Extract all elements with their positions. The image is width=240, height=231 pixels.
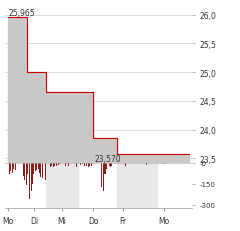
Bar [27,163,28,174]
Bar [13,163,14,169]
Bar [56,163,57,166]
Bar [88,163,89,167]
Bar [35,163,36,172]
Bar [46,163,78,208]
Bar [50,163,51,167]
Bar [110,163,111,167]
Text: 25,965: 25,965 [9,9,36,18]
Bar [82,163,83,165]
Bar [59,163,60,165]
Bar [164,163,165,165]
Bar [15,163,16,170]
Bar [45,163,46,180]
Bar [39,163,40,173]
Bar [32,163,33,184]
Bar [104,163,106,174]
Bar [26,163,27,185]
Bar [86,163,87,167]
Bar [23,163,24,176]
Bar [24,163,25,180]
Bar [101,163,102,187]
Bar [90,163,92,166]
Bar [68,163,69,166]
Bar [106,163,107,169]
Bar [51,163,53,166]
Bar [109,163,110,167]
Bar [53,163,54,167]
Text: 23,570: 23,570 [95,155,121,164]
Bar [36,163,37,170]
Bar [79,163,81,165]
Bar [40,163,41,177]
Bar [9,163,10,174]
Bar [65,163,66,167]
Bar [54,163,55,167]
Bar [37,163,39,169]
Bar [103,163,104,191]
Bar [58,163,59,165]
Bar [89,163,90,167]
Bar [146,163,147,165]
Bar [42,163,43,179]
Bar [117,163,157,208]
Bar [10,163,11,172]
Bar [29,163,30,200]
Bar [76,163,77,167]
Bar [31,163,32,191]
Bar [125,163,126,167]
Bar [111,163,112,166]
Bar [33,163,34,174]
Bar [84,163,85,166]
